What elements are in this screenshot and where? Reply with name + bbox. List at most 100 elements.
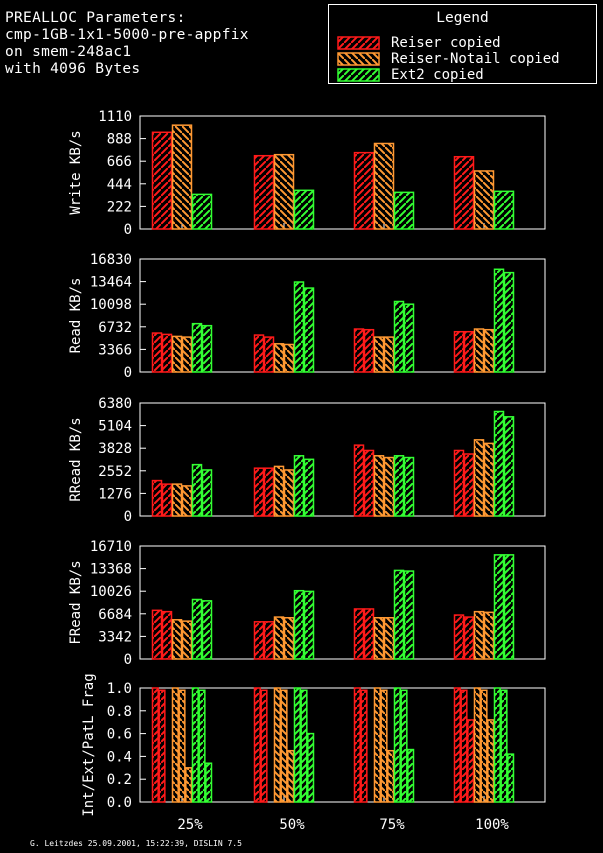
bar-reiser-copied — [253, 154, 275, 230]
bar-reiser-notail-copied — [287, 749, 295, 803]
bar-ext2-copied — [493, 268, 505, 373]
y-tick-label: 0.8 — [107, 704, 132, 720]
bar-reiser-copied — [151, 609, 163, 660]
bar-reiser-copied — [453, 449, 465, 517]
bar-reiser-copied — [453, 155, 475, 230]
bar-reiser-notail-copied — [487, 719, 495, 803]
bar-ext2-copied — [191, 687, 199, 803]
bar-ext2-copied — [201, 600, 213, 660]
bar-ext2-copied — [293, 281, 305, 373]
bar-reiser-copied — [453, 687, 461, 803]
bar-ext2-copied — [493, 410, 505, 517]
bar-reiser-notail-copied — [373, 455, 385, 517]
bar-reiser-copied — [467, 719, 475, 803]
y-tick-label: 6380 — [98, 396, 132, 412]
y-tick-label: 444 — [107, 177, 132, 193]
y-tick-label: 16830 — [90, 252, 132, 268]
header-line-2: cmp-1GB-1x1-5000-pre-appfix — [5, 27, 249, 43]
bar-reiser-notail-copied — [373, 616, 385, 660]
bar-ext2-copied — [303, 287, 315, 373]
bar-ext2-copied — [493, 190, 515, 230]
bar-reiser-notail-copied — [480, 689, 488, 803]
bar-reiser-notail-copied — [387, 749, 395, 803]
y-tick-label: 222 — [107, 199, 132, 215]
bar-ext2-copied — [393, 569, 405, 660]
bar-reiser-notail-copied — [373, 142, 395, 230]
bar-reiser-copied — [263, 336, 275, 373]
bar-reiser-notail-copied — [473, 328, 485, 373]
bar-reiser-notail-copied — [181, 336, 193, 373]
legend-swatch-reiser — [337, 36, 380, 50]
bar-reiser-notail-copied — [273, 153, 295, 230]
bar-reiser-copied — [363, 608, 375, 660]
bar-ext2-copied — [493, 687, 501, 803]
legend-title: Legend — [436, 10, 489, 26]
y-tick-label: 0.6 — [107, 727, 132, 743]
bar-reiser-copied — [353, 328, 365, 373]
bar-reiser-copied — [353, 151, 375, 230]
bar-ext2-copied — [307, 732, 315, 803]
bar-ext2-copied — [393, 455, 405, 517]
y-tick-label: 0.2 — [107, 772, 132, 788]
plot-frame — [139, 545, 546, 660]
bar-reiser-notail-copied — [273, 465, 285, 517]
bar-reiser-notail-copied — [473, 439, 485, 517]
bar-reiser-copied — [161, 333, 173, 373]
bar-reiser-copied — [151, 687, 159, 803]
y-tick-label: 13368 — [90, 562, 132, 578]
y-tick-label: 1.0 — [107, 681, 132, 697]
bar-ext2-copied — [303, 590, 315, 660]
bar-reiser-copied — [151, 131, 173, 230]
y-tick-label: 3342 — [98, 629, 132, 645]
bar-reiser-copied — [463, 453, 475, 517]
y-tick-label: 0 — [124, 365, 132, 381]
bar-reiser-notail-copied — [373, 336, 385, 373]
bar-reiser-notail-copied — [181, 620, 193, 660]
panel-5: 0.0 0.2 0.4 0.6 0.8 1.0 Int/Ext/PatL Frag — [81, 673, 546, 817]
y-axis-label: Write KB/s — [68, 130, 84, 214]
bar-reiser-copied — [353, 444, 365, 517]
y-tick-label: 10026 — [90, 584, 132, 600]
bar-ext2-copied — [403, 303, 415, 373]
bar-ext2-copied — [403, 456, 415, 517]
bar-reiser-notail-copied — [171, 124, 193, 230]
y-tick-label: 5104 — [98, 419, 132, 435]
x-tick-label: 75% — [379, 817, 405, 833]
bar-reiser-notail-copied — [178, 689, 186, 803]
bar-reiser-notail-copied — [383, 616, 395, 660]
bar-ext2-copied — [205, 762, 213, 803]
bar-ext2-copied — [503, 554, 515, 660]
bar-reiser-notail-copied — [373, 687, 381, 803]
bar-reiser-copied — [353, 608, 365, 660]
bar-reiser-copied — [253, 687, 261, 803]
panel-4: 0 3342 6684 10026 13368 16710 FRead KB/s — [68, 539, 546, 668]
chart-header: PREALLOC Parameters: cmp-1GB-1x1-5000-pre… — [5, 10, 249, 78]
bar-reiser-copied — [253, 621, 265, 660]
bar-reiser-copied — [263, 621, 275, 660]
bar-reiser-notail-copied — [483, 611, 495, 660]
panel-2: 0 3366 6732 10098 13464 16830 Read KB/s — [68, 252, 546, 381]
panel-3: 0 1276 2552 3828 5104 6380 RRead KB/s — [68, 396, 546, 525]
bar-reiser-notail-copied — [283, 469, 295, 517]
bar-reiser-notail-copied — [283, 343, 295, 373]
bar-reiser-notail-copied — [473, 687, 481, 803]
bar-ext2-copied — [303, 458, 315, 517]
bar-ext2-copied — [191, 598, 203, 660]
y-tick-label: 2552 — [98, 464, 132, 480]
bar-ext2-copied — [503, 416, 515, 517]
bar-ext2-copied — [191, 193, 213, 230]
bar-reiser-notail-copied — [473, 610, 485, 660]
bar-ext2-copied — [293, 687, 301, 803]
y-tick-label: 0 — [124, 222, 132, 238]
y-tick-label: 13464 — [90, 275, 132, 291]
bar-ext2-copied — [300, 689, 308, 803]
bar-reiser-notail-copied — [273, 616, 285, 660]
legend-label-reiser: Reiser copied — [391, 35, 501, 51]
header-line-1: PREALLOC Parameters: — [5, 10, 186, 26]
bar-ext2-copied — [393, 191, 415, 230]
y-tick-label: 16710 — [90, 539, 132, 555]
bar-reiser-notail-copied — [171, 335, 183, 373]
x-tick-label: 100% — [475, 817, 509, 833]
y-tick-label: 6684 — [98, 607, 132, 623]
bar-reiser-notail-copied — [280, 689, 288, 803]
